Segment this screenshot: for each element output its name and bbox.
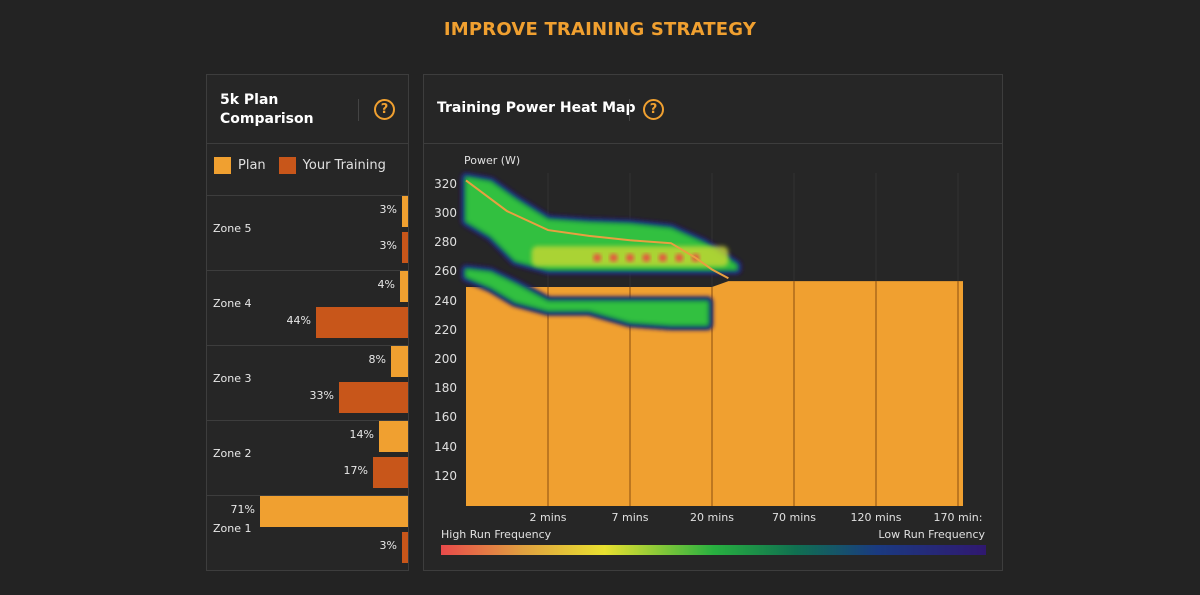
y-tick-label: 260 xyxy=(434,264,457,279)
zone-row: Zone 2 14% 17% xyxy=(207,420,408,496)
help-icon[interactable]: ? xyxy=(643,99,664,120)
your-training-percent: 33% xyxy=(309,389,334,402)
legend: Plan Your Training xyxy=(214,157,386,174)
y-tick-label: 220 xyxy=(434,322,457,337)
power-curve xyxy=(465,179,729,280)
y-tick-label: 140 xyxy=(434,439,457,454)
plan-bar xyxy=(400,271,408,302)
x-tick-label: 70 mins xyxy=(772,511,816,524)
zone-row: Zone 3 8% 33% xyxy=(207,345,408,421)
low-frequency-label: Low Run Frequency xyxy=(878,528,985,541)
your-training-bar xyxy=(373,457,408,488)
heat-hotspot xyxy=(593,253,602,262)
y-tick-label: 180 xyxy=(434,381,457,396)
your-training-swatch xyxy=(278,157,296,174)
plan-percent: 8% xyxy=(368,353,386,366)
y-tick-label: 280 xyxy=(434,235,457,250)
y-axis-label: Power (W) xyxy=(464,154,521,167)
heat-map-header: Training Power Heat Map ? xyxy=(424,75,1002,144)
zone-label: Zone 3 xyxy=(213,372,252,385)
heat-hotspot xyxy=(609,253,618,262)
help-icon[interactable]: ? xyxy=(374,99,395,120)
y-tick-label: 300 xyxy=(434,206,457,220)
heat-map-plot xyxy=(461,172,963,506)
x-tick-label: 2 mins xyxy=(529,511,567,524)
your-training-bar xyxy=(402,532,408,563)
heat-hotspot xyxy=(675,253,684,262)
legend-plan-label: Plan xyxy=(238,158,266,173)
frequency-color-scale xyxy=(441,545,986,555)
zone-label: Zone 5 xyxy=(213,222,252,235)
zone-label: Zone 4 xyxy=(213,297,252,310)
zone-label: Zone 1 xyxy=(213,522,252,535)
heat-map-card: Training Power Heat Map ? Power (W) 320 3… xyxy=(423,74,1003,571)
x-tick-label: 7 mins xyxy=(611,511,649,524)
zone-row: Zone 1 71% 3% xyxy=(207,495,408,571)
heat-hotspot xyxy=(642,253,651,262)
y-tick-label: 160 xyxy=(434,410,457,425)
your-training-bar xyxy=(339,382,408,413)
plan-bar xyxy=(391,346,408,377)
plan-bar xyxy=(260,496,408,527)
heat-band-lower xyxy=(466,269,708,325)
plan-power-area xyxy=(466,281,963,506)
y-tick-label: 120 xyxy=(434,468,457,483)
your-training-bar xyxy=(402,232,408,263)
your-training-percent: 44% xyxy=(286,314,311,327)
plan-percent: 4% xyxy=(377,278,395,291)
heat-hotspot xyxy=(626,253,634,262)
title-line-2: Comparison xyxy=(220,111,314,127)
plan-percent: 71% xyxy=(230,503,255,516)
title-line-1: 5k Plan xyxy=(220,92,279,108)
zone-row: Zone 5 3% 3% xyxy=(207,195,408,271)
high-frequency-label: High Run Frequency xyxy=(441,528,552,541)
your-training-percent: 17% xyxy=(343,464,368,477)
plan-comparison-title: 5k Plan Comparison xyxy=(220,91,314,129)
heat-map-title: Training Power Heat Map xyxy=(437,100,636,116)
zone-label: Zone 2 xyxy=(213,447,252,460)
zone-row: Zone 4 4% 44% xyxy=(207,270,408,346)
your-training-percent: 3% xyxy=(379,239,397,252)
x-tick-label: 20 mins xyxy=(690,511,734,524)
x-tick-label: 170 min: xyxy=(933,511,983,524)
legend-your-training-label: Your Training xyxy=(302,158,386,173)
plan-bar xyxy=(379,421,408,452)
plan-percent: 14% xyxy=(349,428,374,441)
plan-comparison-card: 5k Plan Comparison ? Plan Your Training … xyxy=(206,74,409,571)
y-tick-label: 320 xyxy=(434,176,457,191)
header-divider xyxy=(358,99,359,121)
x-tick-label: 120 mins xyxy=(850,511,902,524)
plan-percent: 3% xyxy=(379,203,397,216)
plan-bar xyxy=(402,196,408,227)
heat-hotspot xyxy=(658,253,667,262)
plan-comparison-header: 5k Plan Comparison ? xyxy=(207,75,408,144)
your-training-bar xyxy=(316,307,408,338)
y-tick-label: 240 xyxy=(434,293,457,308)
page-title: IMPROVE TRAINING STRATEGY xyxy=(443,19,757,40)
plan-swatch xyxy=(214,157,231,174)
header-divider xyxy=(629,99,630,121)
your-training-percent: 3% xyxy=(379,539,397,552)
y-tick-label: 200 xyxy=(434,352,457,366)
